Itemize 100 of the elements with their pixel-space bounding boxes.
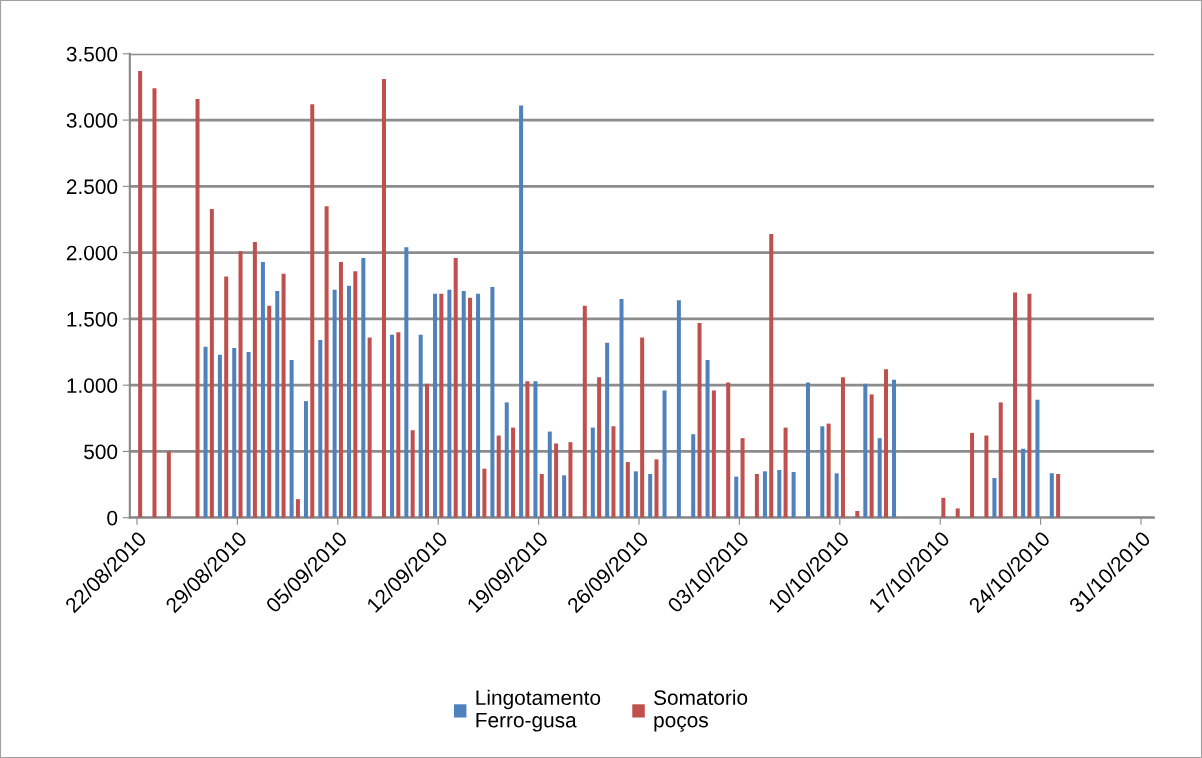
y-tick-label: 2.500 xyxy=(66,179,118,195)
bar xyxy=(597,377,602,518)
bar xyxy=(955,508,960,518)
bar xyxy=(324,206,329,518)
bar xyxy=(152,88,157,518)
bar xyxy=(390,334,395,518)
bar xyxy=(332,289,337,518)
bar xyxy=(605,342,610,518)
bar xyxy=(883,369,888,518)
bar xyxy=(439,293,444,518)
bar xyxy=(433,293,438,518)
bar xyxy=(166,451,171,518)
bar xyxy=(418,334,423,518)
bar xyxy=(590,427,595,518)
bar xyxy=(346,285,351,518)
bar xyxy=(662,390,667,518)
bar xyxy=(396,332,401,518)
bar xyxy=(1035,399,1040,518)
bar xyxy=(805,382,810,518)
bar xyxy=(482,468,487,518)
bar xyxy=(209,208,214,518)
bar xyxy=(754,473,759,518)
bar xyxy=(539,473,544,518)
bar xyxy=(941,497,946,518)
bar xyxy=(1027,293,1032,518)
bar xyxy=(625,462,630,518)
bar xyxy=(984,435,989,518)
bar xyxy=(468,297,473,518)
y-tick-label: 2.000 xyxy=(66,245,118,261)
bar xyxy=(691,434,696,518)
bar xyxy=(562,475,567,518)
bar xyxy=(869,394,874,518)
bar xyxy=(289,359,294,518)
bar xyxy=(554,443,559,518)
bar xyxy=(246,352,251,518)
bar xyxy=(281,273,286,518)
bar xyxy=(547,431,552,518)
bar xyxy=(447,289,452,518)
bar xyxy=(338,261,343,518)
bar xyxy=(260,261,265,518)
bar xyxy=(519,105,524,518)
y-tick-label: 1.000 xyxy=(67,378,118,393)
bar xyxy=(525,381,530,518)
bar xyxy=(648,473,653,518)
y-tick-label: 1.500 xyxy=(67,311,118,327)
bar xyxy=(568,442,573,518)
y-tick-label: 500 xyxy=(84,444,118,460)
bar xyxy=(425,383,430,518)
bar xyxy=(353,271,358,518)
bar xyxy=(777,470,782,518)
bar xyxy=(791,471,796,518)
bar xyxy=(1056,473,1061,518)
y-tick-label: 3.500 xyxy=(66,46,118,62)
bar xyxy=(195,98,200,518)
bar xyxy=(640,337,645,518)
bar xyxy=(490,287,495,518)
bar xyxy=(295,499,300,518)
bar xyxy=(705,359,710,518)
bar xyxy=(224,276,229,518)
bar xyxy=(511,427,516,518)
bar xyxy=(318,340,323,518)
bar xyxy=(992,477,997,518)
bar xyxy=(232,348,237,518)
bar xyxy=(476,293,481,518)
bar xyxy=(740,438,745,518)
bar xyxy=(217,354,222,518)
bar xyxy=(970,432,975,518)
bar xyxy=(203,346,208,518)
bar xyxy=(238,251,243,518)
y-tick-label: 3.000 xyxy=(66,113,118,128)
bar xyxy=(619,299,624,518)
bar xyxy=(611,426,616,518)
bar xyxy=(892,379,897,518)
bar xyxy=(1021,448,1026,518)
bar xyxy=(453,257,458,518)
bar xyxy=(877,438,882,518)
bar xyxy=(769,234,774,518)
bar xyxy=(310,104,315,518)
bar xyxy=(381,79,386,518)
bar xyxy=(734,476,739,518)
bar xyxy=(863,383,868,518)
bar xyxy=(654,459,659,518)
bar xyxy=(252,242,257,518)
bar xyxy=(633,471,638,518)
bar xyxy=(504,402,509,518)
bar xyxy=(267,305,272,518)
bar xyxy=(676,300,681,518)
bar xyxy=(303,401,308,518)
bar xyxy=(582,305,587,518)
bar xyxy=(461,291,466,518)
bar xyxy=(404,247,409,518)
bar xyxy=(697,322,702,518)
bar xyxy=(834,473,839,518)
bar xyxy=(711,390,716,518)
bar xyxy=(496,435,501,518)
legend-label: Somatorio poços xyxy=(654,689,748,732)
legend-label: Lingotamento Ferro-gusa xyxy=(476,689,601,732)
bar xyxy=(826,423,831,518)
bar xyxy=(1049,473,1054,518)
bar xyxy=(138,71,143,518)
